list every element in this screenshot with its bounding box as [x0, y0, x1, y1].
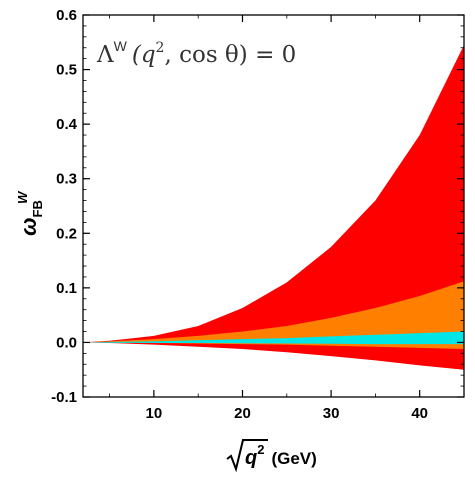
x-label-symbol: q — [245, 447, 257, 469]
y-tick-label: 0.6 — [56, 7, 77, 24]
y-label-sub: FB — [30, 200, 45, 217]
y-tick-label: 0.5 — [56, 62, 77, 79]
y-label-sup: W — [15, 190, 30, 204]
annotation-args-rest: , cos θ) = 0 — [164, 42, 296, 68]
x-tick-label: 40 — [411, 405, 428, 422]
band-red — [83, 45, 464, 370]
y-axis-label: ωFB W — [15, 190, 45, 236]
y-tick-label: 0.3 — [56, 171, 77, 188]
svg-text:ωFB: ωFB — [16, 200, 45, 236]
y-tick-label: 0.1 — [56, 280, 77, 297]
annotation-args-sup: 2 — [156, 40, 165, 56]
annotation-sup: W — [114, 38, 128, 54]
bands-group — [83, 45, 464, 370]
y-ticks: -0.1 0.0 0.1 0.2 0.3 0.4 0.5 0.6 — [51, 7, 464, 406]
annotation-lambda: Λ — [96, 42, 114, 68]
x-axis-label: q2 (GeV) — [226, 439, 317, 473]
plot-frame — [82, 14, 465, 398]
y-label-main: ω — [16, 217, 41, 235]
y-tick-label: 0.0 — [56, 334, 77, 351]
y-tick-label: 0.2 — [56, 225, 77, 242]
annotation-args-open: (q — [132, 42, 156, 68]
x-label-text: (GeV) — [271, 449, 316, 468]
x-label-symbol-sup: 2 — [257, 442, 264, 457]
x-tick-label: 20 — [234, 405, 251, 422]
x-ticks: 10 20 30 40 — [109, 15, 465, 422]
sqrt-icon — [226, 439, 268, 473]
x-tick-label: 10 — [146, 405, 163, 422]
annotation: ΛW (q2, cos θ) = 0 — [96, 38, 296, 68]
y-tick-label: 0.4 — [56, 116, 78, 133]
x-tick-label: 30 — [323, 405, 340, 422]
band-cyan — [83, 331, 464, 345]
y-tick-label: -0.1 — [51, 389, 77, 406]
svg-text:q2(GeV): q2 (GeV) — [245, 442, 317, 469]
band-orange — [83, 281, 464, 349]
